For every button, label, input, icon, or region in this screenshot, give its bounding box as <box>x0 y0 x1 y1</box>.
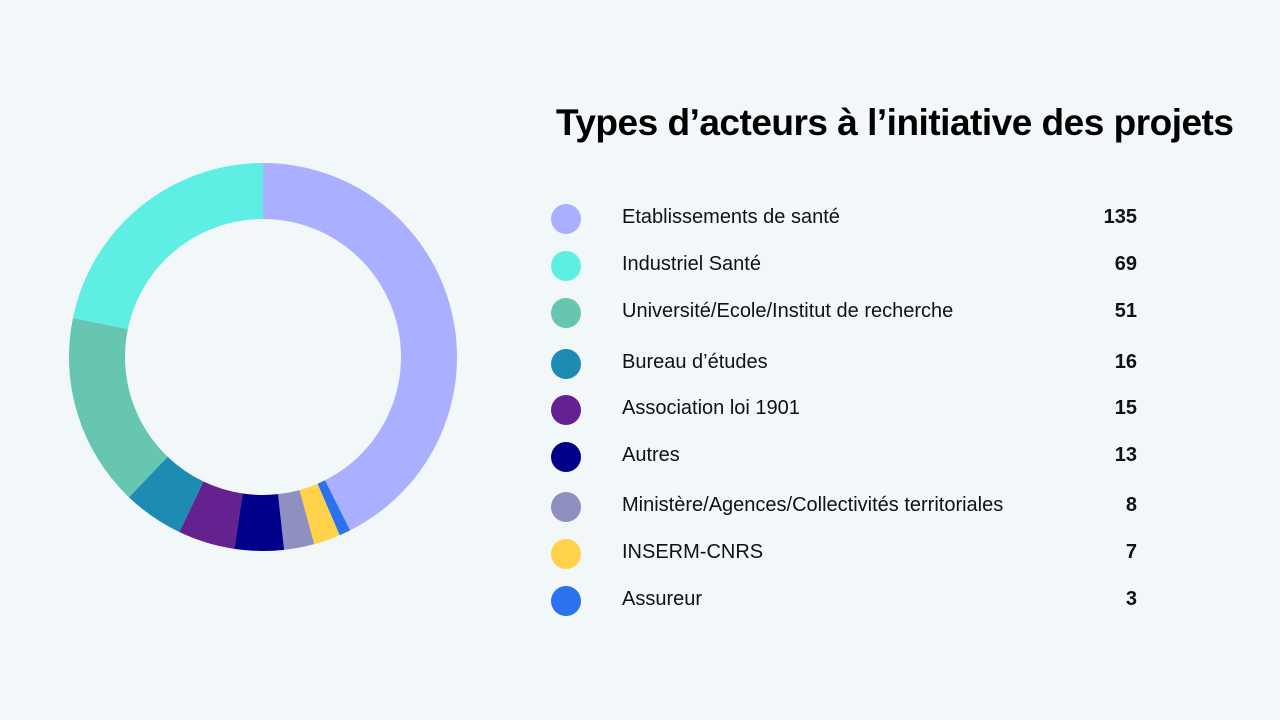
legend-swatch <box>551 586 581 616</box>
legend-item: INSERM-CNRS 7 <box>551 529 1141 575</box>
legend-item: Ministère/Agences/Collectivités territor… <box>551 482 1141 528</box>
legend-label: INSERM-CNRS <box>622 541 764 563</box>
legend-value: 51 <box>1114 300 1137 322</box>
donut-slice <box>68 317 168 498</box>
legend-label: Bureau d’études <box>622 351 768 373</box>
legend-label: Assureur <box>622 588 703 610</box>
donut-slice <box>317 480 351 536</box>
legend-swatch <box>551 298 581 328</box>
chart-title: Types d’acteurs à l’initiative des proje… <box>556 102 1234 143</box>
donut-slice <box>179 481 243 549</box>
donut-slice <box>72 163 264 330</box>
legend-swatch <box>551 204 581 234</box>
legend-swatch <box>551 395 581 425</box>
donut-slice <box>128 456 204 533</box>
legend-swatch <box>551 349 581 379</box>
donut-slice <box>263 163 458 531</box>
legend-item: Université/Ecole/Institut de recherche 5… <box>551 288 1141 334</box>
legend-swatch <box>551 251 581 281</box>
legend-item: Bureau d’études 16 <box>551 339 1141 385</box>
legend-value: 7 <box>1125 541 1137 563</box>
donut-slice <box>278 490 315 550</box>
donut-slice <box>234 493 285 551</box>
legend-value: 16 <box>1114 351 1137 373</box>
legend-value: 8 <box>1125 494 1137 516</box>
legend-item: Etablissements de santé 135 <box>551 194 1141 240</box>
legend-item: Association loi 1901 15 <box>551 385 1141 431</box>
legend-swatch <box>551 539 581 569</box>
legend-item: Industriel Santé 69 <box>551 241 1141 287</box>
legend-label: Autres <box>622 444 680 466</box>
legend-value: 135 <box>1103 206 1137 228</box>
legend-label: Ministère/Agences/Collectivités territor… <box>622 494 1004 516</box>
legend-item: Assureur 3 <box>551 576 1141 622</box>
legend-label: Industriel Santé <box>622 253 761 275</box>
legend-item: Autres 13 <box>551 432 1141 478</box>
legend-value: 3 <box>1125 588 1137 610</box>
legend-label: Association loi 1901 <box>622 397 800 419</box>
legend-label: Université/Ecole/Institut de recherche <box>622 300 954 322</box>
legend-value: 69 <box>1114 253 1137 275</box>
legend-swatch <box>551 492 581 522</box>
legend-value: 13 <box>1114 444 1137 466</box>
legend-value: 15 <box>1114 397 1137 419</box>
donut-slice <box>299 483 340 545</box>
legend-label: Etablissements de santé <box>622 206 840 228</box>
legend-swatch <box>551 442 581 472</box>
